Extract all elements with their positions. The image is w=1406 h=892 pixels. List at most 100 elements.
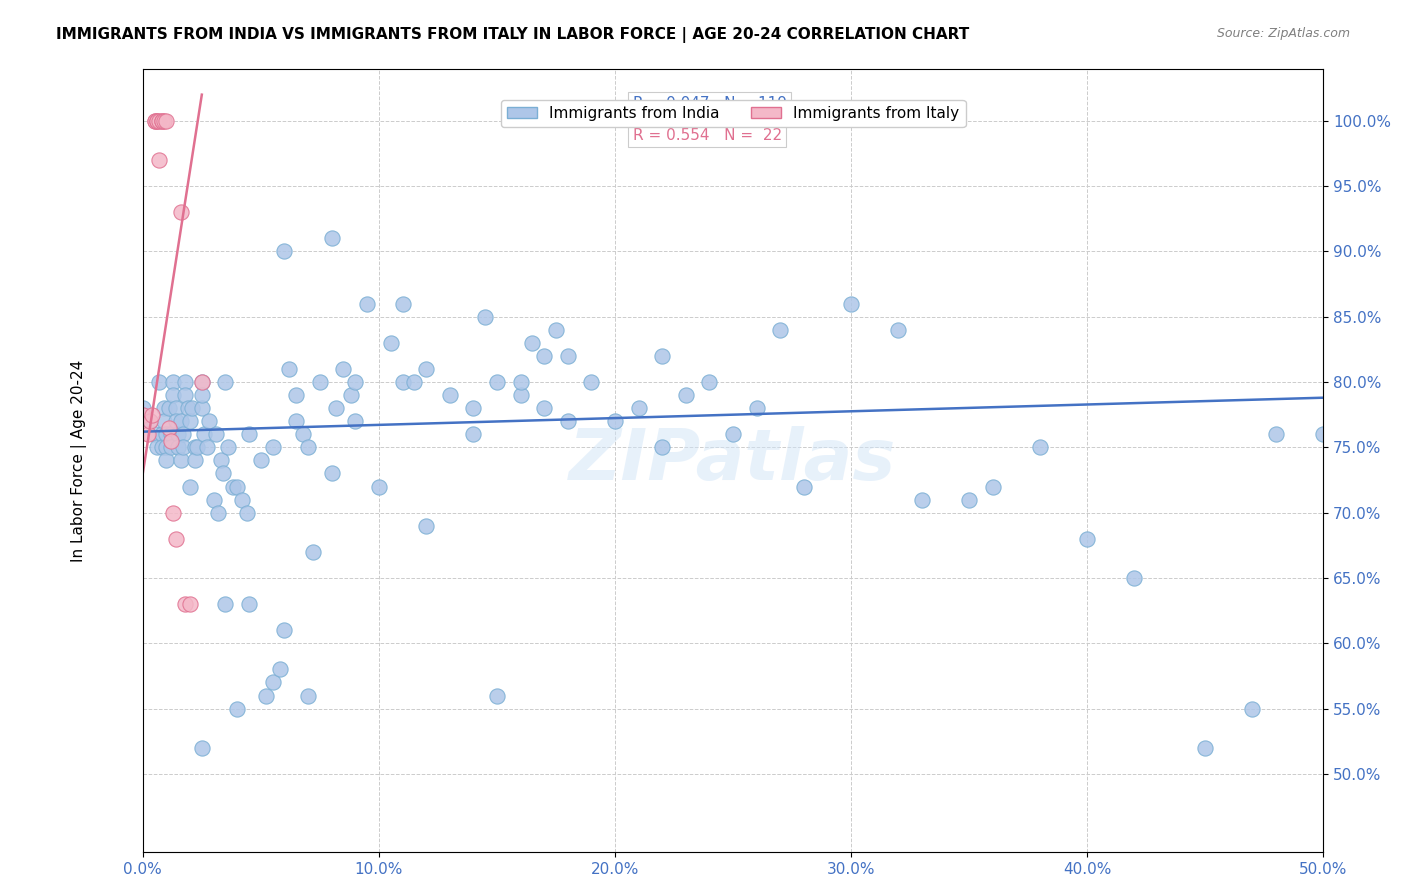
Point bbox=[212, 467, 235, 481]
Point bbox=[202, 492, 225, 507]
Point bbox=[285, 388, 308, 402]
Point bbox=[184, 453, 207, 467]
Point bbox=[143, 113, 166, 128]
Point bbox=[150, 113, 173, 128]
Point bbox=[344, 375, 367, 389]
Point bbox=[321, 467, 343, 481]
Point bbox=[146, 113, 169, 128]
Point bbox=[191, 375, 214, 389]
Point bbox=[301, 545, 323, 559]
Point bbox=[217, 440, 239, 454]
Point bbox=[143, 427, 166, 442]
Point bbox=[603, 414, 626, 428]
Point bbox=[160, 440, 183, 454]
Point bbox=[745, 401, 768, 416]
Point bbox=[957, 492, 980, 507]
Point bbox=[167, 427, 190, 442]
Point bbox=[269, 662, 291, 676]
Point bbox=[463, 427, 485, 442]
Point bbox=[191, 401, 214, 416]
Point bbox=[544, 323, 567, 337]
Text: IMMIGRANTS FROM INDIA VS IMMIGRANTS FROM ITALY IN LABOR FORCE | AGE 20-24 CORREL: IMMIGRANTS FROM INDIA VS IMMIGRANTS FROM… bbox=[56, 27, 970, 43]
Point bbox=[509, 388, 531, 402]
Point bbox=[157, 421, 180, 435]
Point bbox=[391, 296, 413, 310]
Point bbox=[485, 689, 508, 703]
Point bbox=[367, 479, 389, 493]
Point bbox=[174, 375, 197, 389]
Point bbox=[155, 113, 177, 128]
Point bbox=[285, 414, 308, 428]
Point bbox=[221, 479, 243, 493]
Point bbox=[485, 375, 508, 389]
Point bbox=[153, 113, 176, 128]
Point bbox=[191, 375, 214, 389]
Point bbox=[160, 434, 183, 448]
Point bbox=[174, 597, 197, 611]
Point bbox=[911, 492, 934, 507]
Point bbox=[155, 427, 177, 442]
Point bbox=[205, 427, 228, 442]
Point bbox=[176, 401, 198, 416]
Point bbox=[162, 375, 184, 389]
Point bbox=[1076, 532, 1098, 546]
Point bbox=[238, 427, 260, 442]
Point bbox=[148, 113, 170, 128]
Point bbox=[325, 401, 347, 416]
Point bbox=[231, 492, 253, 507]
Point bbox=[309, 375, 332, 389]
Point bbox=[415, 518, 437, 533]
Point bbox=[415, 362, 437, 376]
Point bbox=[887, 323, 910, 337]
Point bbox=[250, 453, 273, 467]
Point bbox=[153, 401, 176, 416]
Point bbox=[380, 335, 402, 350]
Point bbox=[155, 440, 177, 454]
Point bbox=[207, 506, 229, 520]
Point bbox=[404, 375, 426, 389]
Point bbox=[146, 113, 169, 128]
Point bbox=[186, 440, 208, 454]
Point bbox=[1241, 701, 1264, 715]
Point bbox=[254, 689, 277, 703]
Point bbox=[181, 401, 204, 416]
Point bbox=[297, 689, 319, 703]
Point bbox=[165, 532, 187, 546]
Point bbox=[297, 440, 319, 454]
Point bbox=[179, 597, 201, 611]
Point bbox=[769, 323, 792, 337]
Point bbox=[165, 414, 187, 428]
Text: R = 0.554   N =  22: R = 0.554 N = 22 bbox=[633, 128, 782, 143]
Point bbox=[169, 453, 191, 467]
Point bbox=[214, 375, 236, 389]
Point bbox=[509, 375, 531, 389]
Point bbox=[146, 440, 169, 454]
Point bbox=[391, 375, 413, 389]
Point bbox=[981, 479, 1004, 493]
Point bbox=[150, 440, 173, 454]
Point bbox=[581, 375, 603, 389]
Point bbox=[533, 401, 555, 416]
Point bbox=[439, 388, 461, 402]
Point bbox=[238, 597, 260, 611]
Point bbox=[169, 205, 191, 219]
Point bbox=[533, 349, 555, 363]
Text: ZIPatlas: ZIPatlas bbox=[569, 425, 897, 495]
Point bbox=[148, 153, 170, 167]
Point bbox=[174, 388, 197, 402]
Point bbox=[557, 349, 579, 363]
Point bbox=[150, 427, 173, 442]
Point bbox=[262, 440, 284, 454]
Point bbox=[153, 414, 176, 428]
Legend: Immigrants from India, Immigrants from Italy: Immigrants from India, Immigrants from I… bbox=[501, 100, 966, 127]
Point bbox=[169, 414, 191, 428]
Point bbox=[226, 479, 249, 493]
Point bbox=[1123, 571, 1146, 585]
Point bbox=[195, 440, 218, 454]
Point bbox=[191, 388, 214, 402]
Point bbox=[235, 506, 257, 520]
Point bbox=[132, 401, 155, 416]
Point bbox=[262, 675, 284, 690]
Point bbox=[148, 375, 170, 389]
Point bbox=[1029, 440, 1052, 454]
